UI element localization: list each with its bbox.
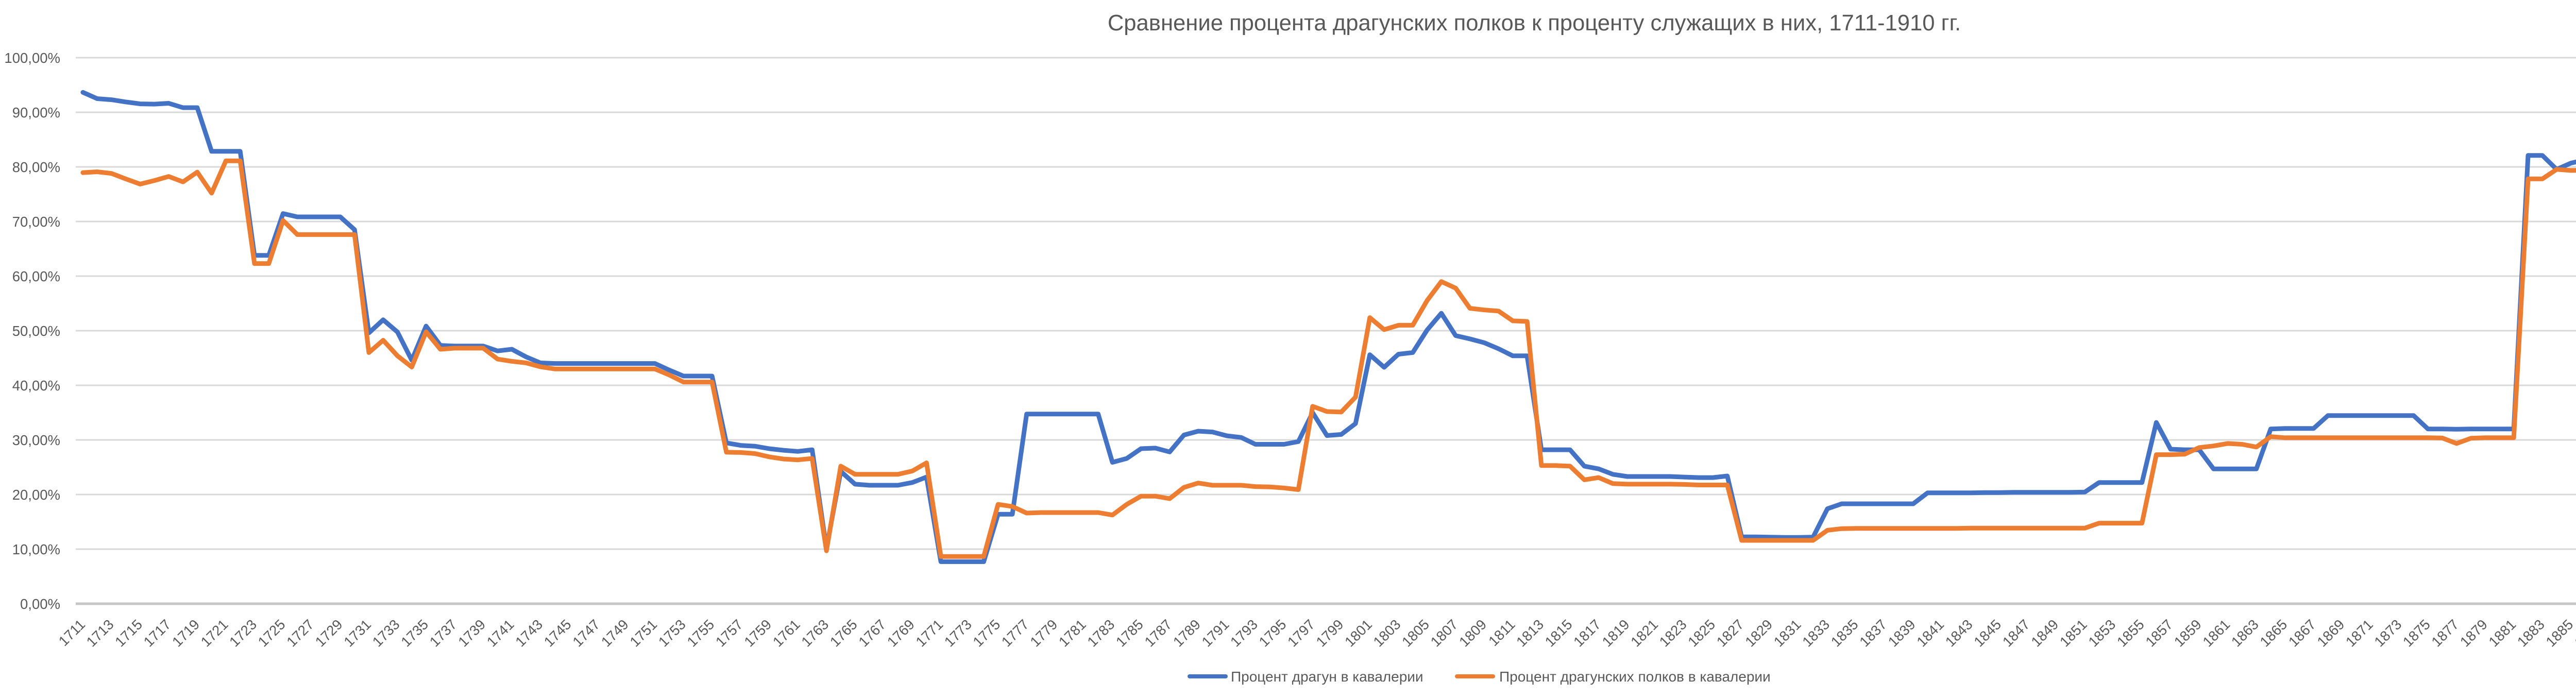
svg-text:Процент драгун в кавалерии: Процент драгун в кавалерии <box>1231 669 1423 685</box>
svg-text:80,00%: 80,00% <box>12 159 60 175</box>
svg-text:90,00%: 90,00% <box>12 105 60 121</box>
svg-text:20,00%: 20,00% <box>12 487 60 503</box>
svg-text:70,00%: 70,00% <box>12 214 60 230</box>
svg-text:50,00%: 50,00% <box>12 323 60 339</box>
svg-text:30,00%: 30,00% <box>12 432 60 448</box>
svg-text:10,00%: 10,00% <box>12 541 60 557</box>
svg-text:0,00%: 0,00% <box>20 596 60 612</box>
svg-text:Процент драгунских полков в ка: Процент драгунских полков в кавалерии <box>1499 669 1771 685</box>
svg-text:40,00%: 40,00% <box>12 378 60 394</box>
svg-text:100,00%: 100,00% <box>4 50 60 66</box>
svg-text:60,00%: 60,00% <box>12 268 60 284</box>
svg-text:Сравнение процента драгунских: Сравнение процента драгунских полков к п… <box>1108 11 1961 36</box>
